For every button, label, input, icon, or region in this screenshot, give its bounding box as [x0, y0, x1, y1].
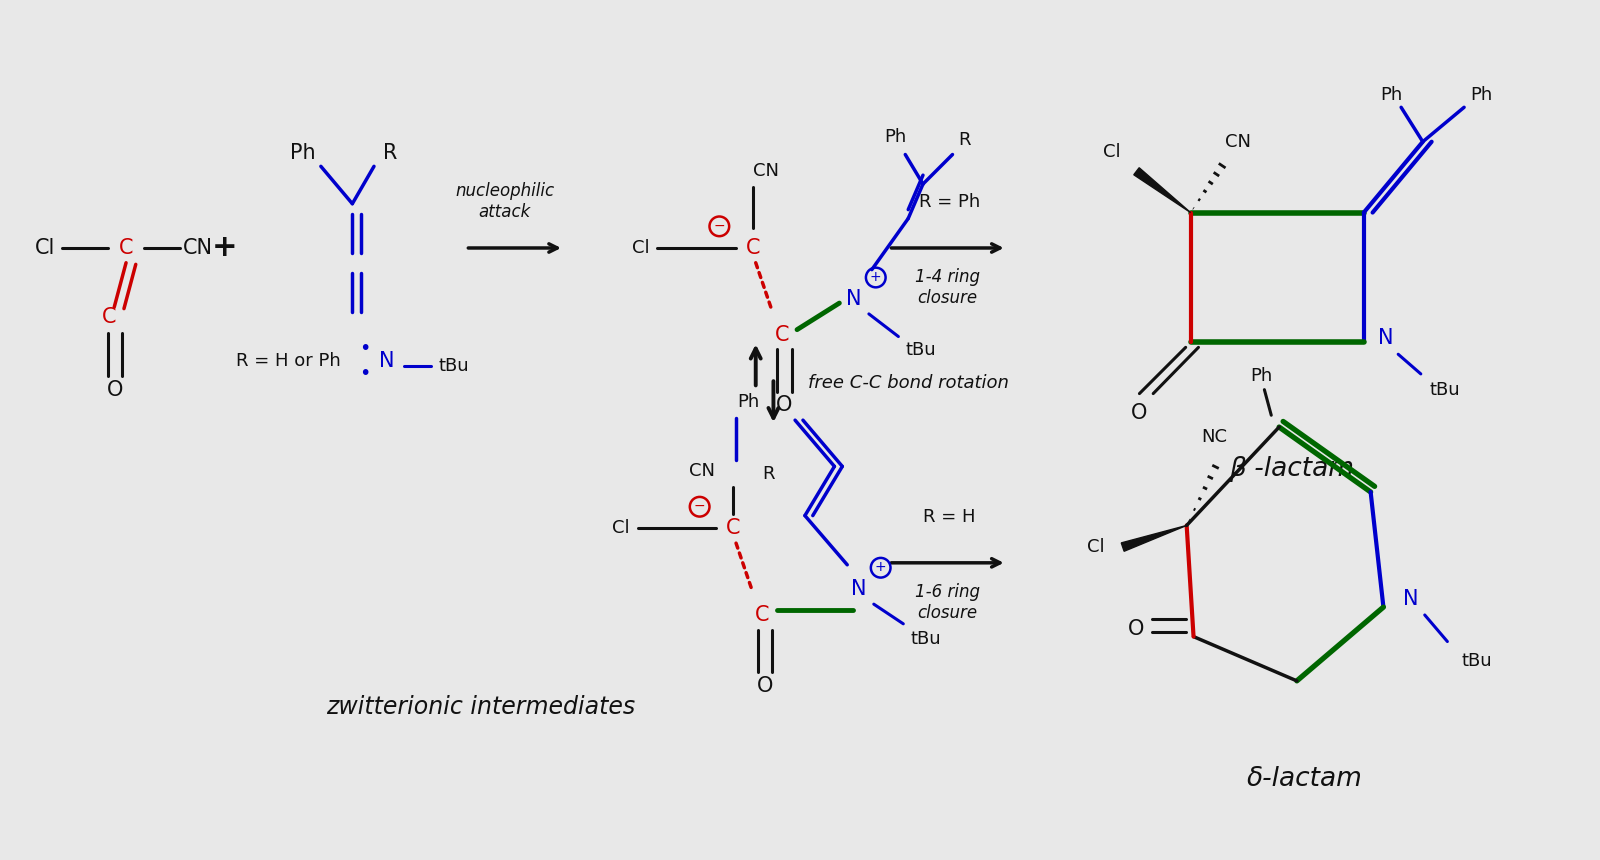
Text: C: C — [774, 324, 789, 345]
Text: zwitterionic intermediates: zwitterionic intermediates — [326, 696, 635, 720]
Text: O: O — [757, 676, 773, 696]
Text: C: C — [118, 238, 133, 258]
Text: R: R — [958, 131, 971, 149]
Text: tBu: tBu — [438, 357, 469, 375]
Text: Cl: Cl — [1088, 538, 1106, 556]
Text: Ph: Ph — [1250, 367, 1272, 385]
Text: O: O — [1128, 618, 1144, 639]
Text: C: C — [726, 519, 741, 538]
Text: β -lactam: β -lactam — [1229, 457, 1355, 482]
Text: C: C — [746, 238, 760, 258]
Text: Ph: Ph — [885, 128, 907, 146]
Text: +: + — [870, 269, 882, 284]
Text: δ-lactam: δ-lactam — [1246, 766, 1363, 792]
Text: R = H: R = H — [923, 507, 976, 525]
Text: CN: CN — [752, 163, 779, 181]
Text: N: N — [846, 289, 862, 309]
Text: CN: CN — [688, 463, 715, 481]
Text: tBu: tBu — [906, 341, 936, 359]
Text: Cl: Cl — [35, 238, 56, 258]
Text: Cl: Cl — [613, 519, 630, 538]
Text: N: N — [1403, 589, 1419, 609]
Text: R = H or Ph: R = H or Ph — [237, 352, 341, 370]
Text: •: • — [360, 339, 371, 358]
Text: −: − — [694, 499, 706, 513]
Text: NC: NC — [1202, 428, 1227, 445]
Text: free C-C bond rotation: free C-C bond rotation — [808, 374, 1008, 392]
Polygon shape — [1134, 168, 1190, 212]
Text: O: O — [776, 396, 792, 415]
Text: Cl: Cl — [1102, 143, 1120, 161]
Text: R: R — [762, 465, 774, 483]
Text: CN: CN — [1226, 132, 1251, 150]
Text: +: + — [211, 233, 237, 262]
Text: Cl: Cl — [632, 239, 650, 257]
Text: •: • — [360, 365, 371, 384]
Text: nucleophilic
attack: nucleophilic attack — [456, 182, 555, 221]
Text: 1-6 ring
closure: 1-6 ring closure — [915, 583, 981, 622]
Text: C: C — [755, 605, 770, 625]
Text: Ph: Ph — [1470, 85, 1493, 103]
Text: N: N — [379, 351, 395, 372]
Text: −: − — [714, 218, 725, 232]
Polygon shape — [1122, 525, 1187, 551]
Text: N: N — [851, 580, 867, 599]
Text: CN: CN — [182, 238, 213, 258]
Text: R: R — [382, 143, 397, 163]
Text: tBu: tBu — [1461, 652, 1493, 670]
Text: tBu: tBu — [1429, 381, 1459, 399]
Text: Ph: Ph — [290, 143, 315, 163]
Text: O: O — [1131, 403, 1147, 423]
Text: +: + — [875, 560, 886, 574]
Text: Ph: Ph — [738, 394, 760, 411]
Text: O: O — [107, 379, 123, 400]
Text: R = Ph: R = Ph — [918, 193, 981, 211]
Text: tBu: tBu — [910, 630, 941, 648]
Text: 1-4 ring
closure: 1-4 ring closure — [915, 268, 981, 307]
Text: N: N — [1378, 328, 1394, 347]
Text: Ph: Ph — [1381, 85, 1403, 103]
Text: C: C — [102, 307, 117, 327]
